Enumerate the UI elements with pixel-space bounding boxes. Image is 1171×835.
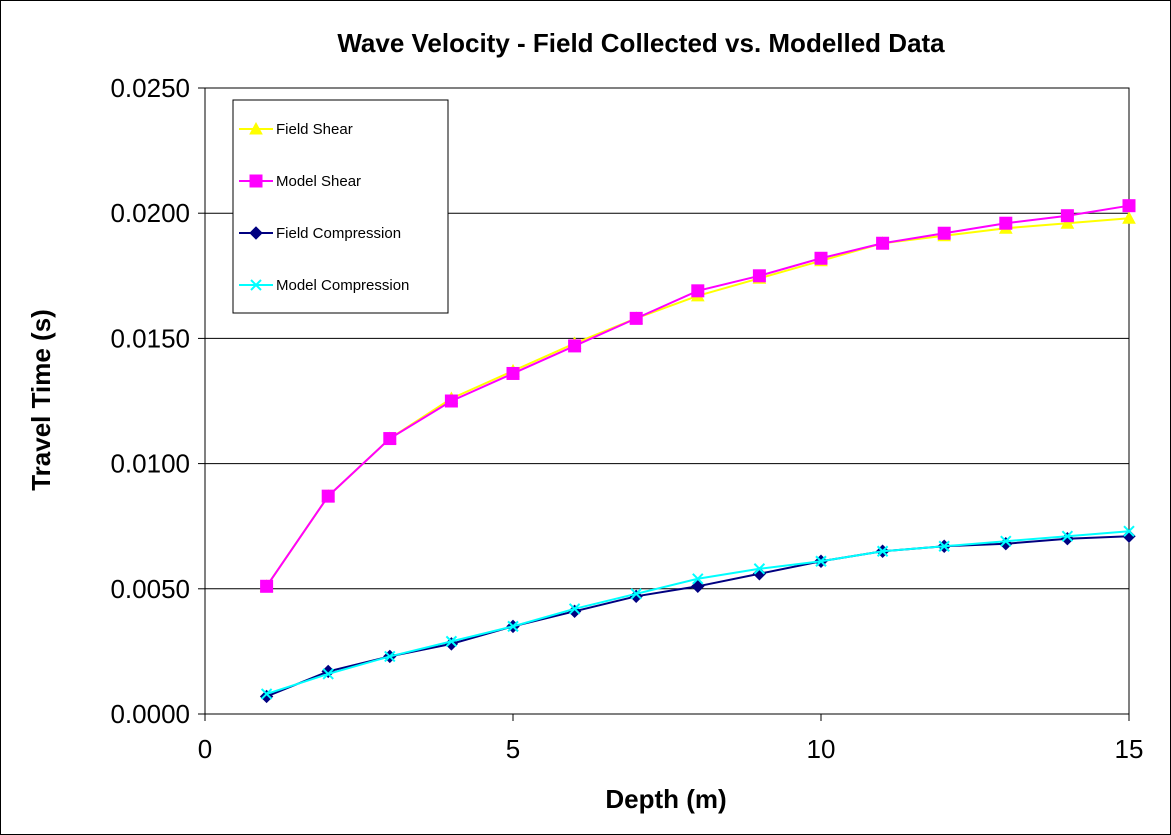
marker-stroke — [507, 620, 519, 633]
marker-stroke — [1123, 525, 1135, 537]
y-axis-title: Travel Time (s) — [26, 309, 56, 491]
y-tick-label: 0.0100 — [110, 449, 190, 479]
series-line-model-compression — [266, 530, 1130, 695]
data-point-model-compression — [753, 563, 766, 575]
marker-stroke — [1000, 535, 1012, 547]
data-point-model-shear — [752, 269, 766, 283]
data-point-model-compression — [507, 620, 519, 633]
data-point-field-compression — [999, 537, 1013, 551]
plot-area-border — [204, 87, 1130, 715]
tick-labels: 0.0000 0.0050 0.0100 0.0150 0.0200 0.0250 0 5 10… — [110, 73, 1143, 764]
data-point-field-compression — [691, 579, 705, 594]
data-point-model-compression — [692, 573, 704, 585]
series-model-compression — [260, 525, 1135, 700]
y-tick-label: 0.0150 — [110, 323, 190, 353]
legend-box — [232, 99, 449, 314]
data-point-model-compression — [630, 588, 642, 600]
legend-swatch-marker — [249, 174, 263, 188]
legend: Field Shear Model Shear Field Compression M… — [232, 99, 449, 314]
legend-label: Model Compression — [276, 277, 409, 294]
data-point-model-shear — [691, 284, 705, 298]
legend-swatch-marker — [250, 279, 262, 291]
data-point-model-compression — [260, 688, 273, 700]
data-point-field-compression — [1060, 532, 1075, 546]
data-point-model-shear — [1060, 209, 1074, 223]
data-point-model-compression — [445, 635, 458, 648]
data-point-model-shear — [999, 216, 1013, 230]
marker-stroke — [384, 650, 396, 663]
data-point-model-shear — [444, 394, 458, 408]
legend-label: Model Shear — [276, 173, 361, 190]
y-tick-label: 0.0250 — [110, 73, 190, 103]
data-point-model-compression — [876, 545, 889, 557]
series-model-shear — [260, 199, 1136, 593]
data-point-model-compression — [1061, 530, 1074, 542]
x-tick-label: 5 — [506, 734, 520, 764]
data-point-field-shear — [1060, 216, 1075, 229]
marker-stroke — [753, 563, 766, 575]
y-tick-label: 0.0200 — [110, 198, 190, 228]
series-line-field-compression — [266, 535, 1130, 698]
marker-stroke — [250, 279, 262, 291]
data-point-model-compression — [815, 555, 827, 567]
legend-swatch-marker — [249, 121, 263, 135]
marker-stroke — [1061, 530, 1074, 542]
legend-swatch-marker — [249, 226, 263, 240]
x-axis-title: Depth (m) — [605, 784, 726, 814]
data-point-model-shear — [814, 251, 828, 265]
x-tick-label: 0 — [198, 734, 212, 764]
legend-label: Field Shear — [276, 121, 353, 138]
data-point-model-shear — [876, 236, 890, 250]
chart-title: Wave Velocity - Field Collected vs. Mode… — [337, 28, 945, 58]
series-layer — [259, 199, 1136, 704]
x-tick-label: 10 — [807, 734, 836, 764]
marker-stroke — [938, 540, 950, 552]
data-point-model-compression — [322, 668, 334, 680]
marker-stroke — [260, 688, 273, 700]
data-point-model-compression — [1123, 525, 1135, 537]
data-point-model-shear — [568, 339, 582, 353]
data-point-model-shear — [383, 432, 397, 446]
axes — [198, 87, 1130, 721]
data-point-field-shear — [1122, 211, 1136, 224]
data-point-model-shear — [321, 489, 335, 503]
marker-stroke — [445, 635, 458, 648]
y-tick-label: 0.0000 — [110, 699, 190, 729]
data-point-model-compression — [568, 603, 581, 615]
data-point-model-compression — [1000, 535, 1012, 547]
legend-item-field-compression: Field Compression — [239, 225, 401, 242]
legend-item-field-shear: Field Shear — [239, 121, 353, 138]
x-tick-label: 15 — [1115, 734, 1144, 764]
marker-stroke — [322, 668, 334, 680]
marker-stroke — [568, 603, 581, 615]
data-point-model-shear — [629, 311, 643, 325]
y-tick-label: 0.0050 — [110, 574, 190, 604]
marker-stroke — [630, 588, 642, 600]
legend-label: Field Compression — [276, 225, 401, 242]
legend-item-model-shear: Model Shear — [239, 173, 361, 190]
marker-stroke — [692, 573, 704, 585]
series-field-compression — [259, 529, 1136, 704]
data-point-model-shear — [1122, 199, 1136, 213]
marker-stroke — [876, 545, 889, 557]
marker-stroke — [815, 555, 827, 567]
data-point-model-shear — [506, 366, 520, 380]
data-point-model-shear — [260, 579, 274, 593]
data-point-model-shear — [937, 226, 951, 240]
data-point-model-compression — [938, 540, 950, 552]
legend-item-model-compression: Model Compression — [239, 277, 409, 294]
data-point-model-compression — [384, 650, 396, 663]
